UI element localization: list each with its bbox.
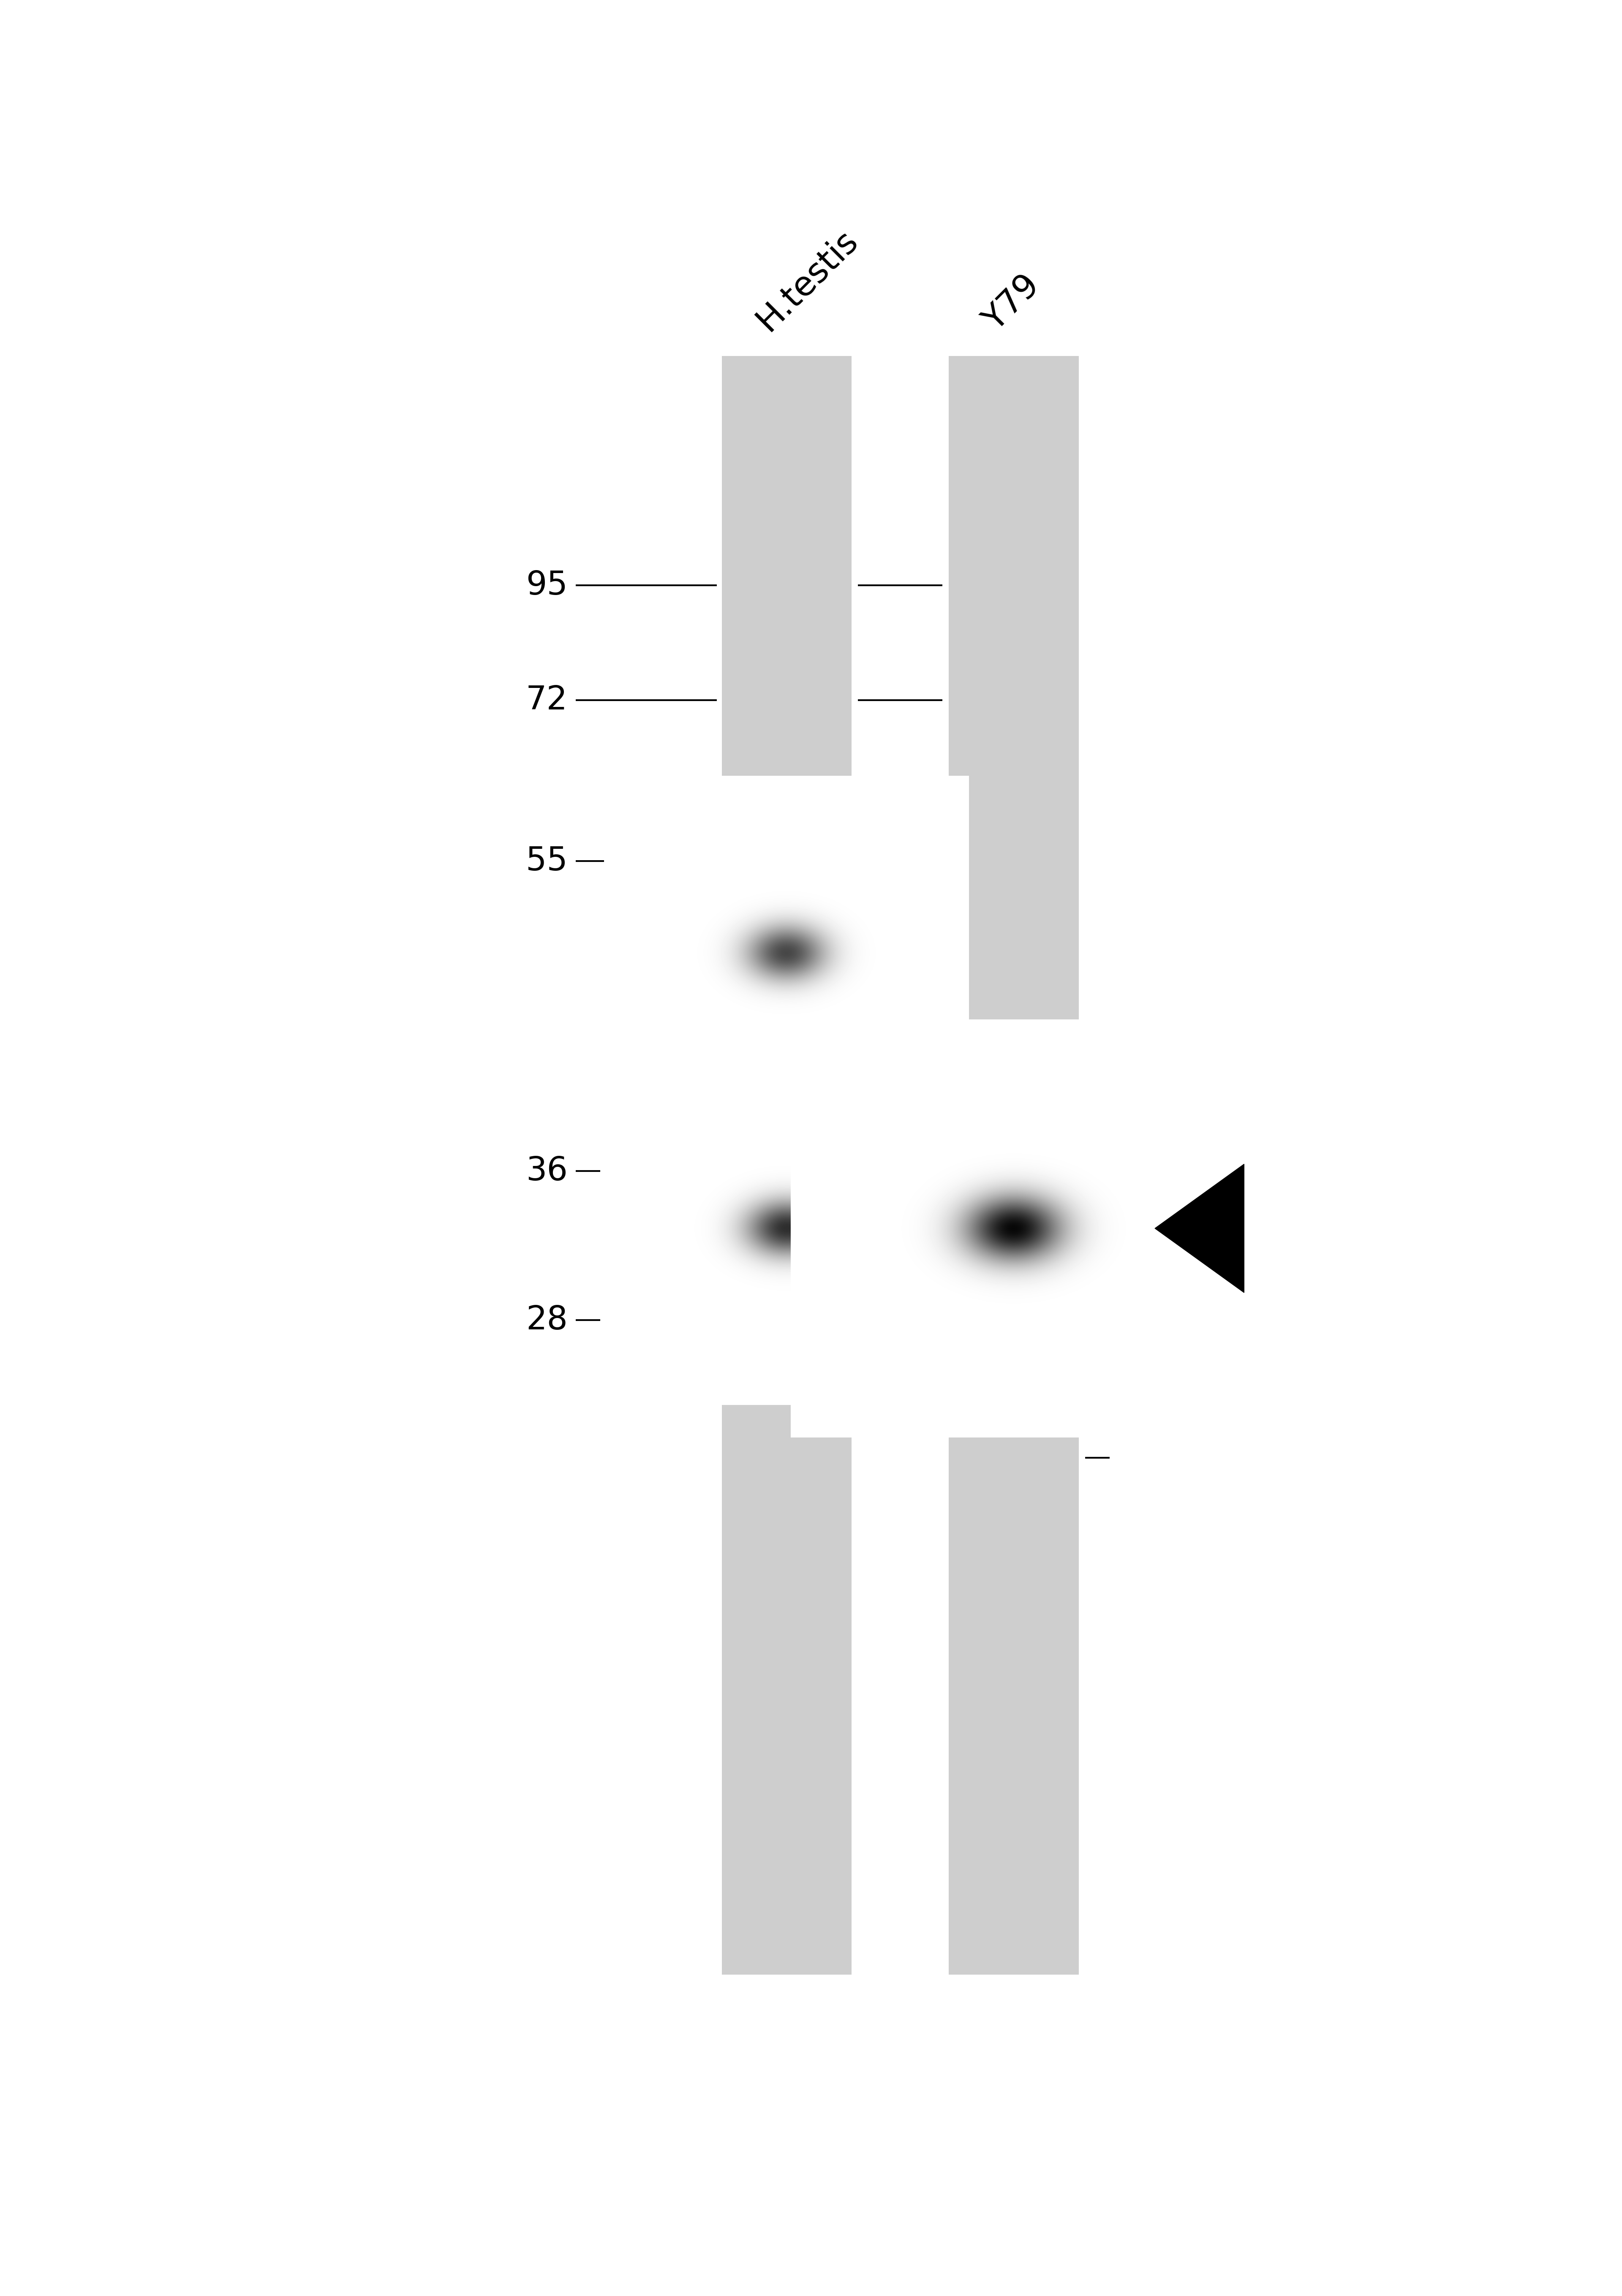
Text: 28: 28 [526,1304,568,1336]
Text: 95: 95 [526,569,568,602]
Polygon shape [1155,1164,1244,1293]
Text: Y79: Y79 [978,269,1046,338]
Bar [722,356,852,1975]
Text: 55: 55 [526,845,568,877]
Text: H.testis: H.testis [751,223,865,338]
Text: 36: 36 [526,1155,568,1187]
Text: 72: 72 [526,684,568,716]
Bar [949,356,1079,1975]
